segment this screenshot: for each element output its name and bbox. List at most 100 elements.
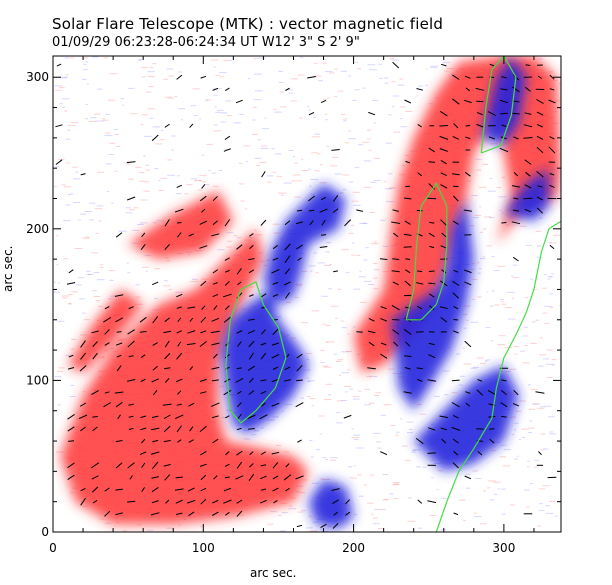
field-vector bbox=[440, 219, 448, 227]
noise-speck bbox=[93, 296, 101, 297]
noise-speck bbox=[549, 293, 554, 295]
field-vector bbox=[476, 112, 483, 116]
noise-speck bbox=[58, 282, 61, 284]
field-vector bbox=[201, 208, 206, 213]
field-vector bbox=[403, 391, 412, 394]
field-vector bbox=[200, 280, 207, 287]
field-vector bbox=[405, 269, 411, 274]
positive-region-upper-left-patch bbox=[128, 190, 234, 260]
noise-speck bbox=[505, 307, 513, 308]
field-vector bbox=[511, 221, 521, 225]
noise-speck bbox=[549, 307, 554, 308]
noise-speck bbox=[538, 217, 543, 219]
noise-speck bbox=[147, 75, 155, 77]
noise-speck bbox=[548, 242, 552, 244]
noise-speck bbox=[178, 524, 181, 526]
noise-speck bbox=[355, 61, 358, 63]
noise-speck bbox=[378, 63, 383, 65]
noise-speck bbox=[354, 167, 360, 169]
noise-speck bbox=[353, 288, 360, 290]
noise-speck bbox=[476, 357, 485, 359]
noise-speck bbox=[387, 368, 395, 370]
field-vector bbox=[165, 499, 170, 504]
noise-speck bbox=[543, 448, 549, 450]
field-vector bbox=[284, 255, 291, 264]
noise-speck bbox=[199, 118, 202, 120]
field-vector bbox=[439, 110, 448, 117]
field-vector bbox=[451, 379, 460, 382]
noise-speck bbox=[537, 245, 541, 247]
noise-speck bbox=[363, 186, 372, 188]
noise-speck bbox=[270, 511, 277, 513]
noise-speck bbox=[145, 270, 148, 272]
noise-speck bbox=[96, 279, 105, 281]
noise-speck bbox=[163, 285, 170, 287]
field-vector bbox=[500, 402, 508, 408]
noise-speck bbox=[274, 153, 282, 155]
noise-speck bbox=[122, 530, 127, 532]
noise-speck bbox=[474, 478, 482, 479]
noise-speck bbox=[315, 272, 319, 274]
noise-speck bbox=[306, 377, 310, 379]
noise-speck bbox=[351, 254, 355, 256]
noise-speck bbox=[140, 124, 144, 126]
noise-speck bbox=[469, 225, 475, 227]
noise-speck bbox=[67, 194, 71, 195]
field-vector bbox=[247, 365, 256, 371]
noise-speck bbox=[233, 122, 241, 124]
negative-region-right-core bbox=[391, 198, 474, 411]
noise-speck bbox=[139, 172, 145, 174]
noise-speck bbox=[354, 89, 360, 91]
noise-speck bbox=[546, 363, 554, 365]
noise-speck bbox=[135, 166, 142, 168]
noise-speck bbox=[145, 169, 151, 171]
noise-speck bbox=[484, 360, 488, 362]
field-vector bbox=[535, 391, 545, 394]
field-vector bbox=[91, 462, 100, 469]
noise-speck bbox=[311, 405, 314, 407]
field-vector bbox=[211, 415, 219, 419]
noise-speck bbox=[487, 487, 491, 489]
field-vector bbox=[127, 340, 135, 348]
noise-speck bbox=[83, 63, 87, 65]
field-vector bbox=[117, 414, 121, 420]
field-vector bbox=[223, 148, 231, 152]
noise-speck bbox=[103, 57, 108, 59]
noise-speck bbox=[337, 288, 342, 290]
noise-speck bbox=[368, 402, 375, 404]
field-vector bbox=[199, 391, 207, 394]
field-vector bbox=[272, 366, 279, 370]
noise-speck bbox=[109, 142, 116, 144]
noise-speck bbox=[509, 504, 515, 506]
noise-speck bbox=[312, 482, 319, 484]
noise-speck bbox=[546, 349, 553, 351]
negative-region-central-core bbox=[221, 289, 309, 434]
field-vector bbox=[187, 499, 196, 504]
field-vector bbox=[212, 282, 218, 285]
noise-speck bbox=[411, 451, 416, 453]
noise-speck bbox=[67, 129, 71, 131]
noise-speck bbox=[342, 174, 350, 176]
noise-speck bbox=[552, 364, 556, 366]
noise-speck bbox=[528, 432, 532, 433]
noise-speck bbox=[497, 344, 506, 346]
noise-speck bbox=[308, 109, 311, 111]
noise-speck bbox=[225, 100, 232, 102]
field-vector bbox=[152, 461, 159, 470]
field-vector bbox=[321, 219, 326, 226]
noise-speck bbox=[515, 410, 522, 412]
negative-region-right-top bbox=[481, 56, 527, 146]
noise-speck bbox=[490, 305, 494, 307]
y-tick-label: 300 bbox=[26, 70, 49, 84]
noise-speck bbox=[555, 515, 558, 517]
field-vector bbox=[188, 233, 195, 237]
noise-speck bbox=[320, 530, 329, 532]
noise-speck bbox=[496, 187, 502, 189]
noise-speck bbox=[167, 159, 172, 161]
noise-speck bbox=[316, 449, 321, 451]
field-vector bbox=[92, 416, 98, 418]
noise-speck bbox=[56, 451, 64, 453]
field-vector bbox=[499, 99, 509, 104]
negative-region-right-lower bbox=[413, 365, 519, 472]
